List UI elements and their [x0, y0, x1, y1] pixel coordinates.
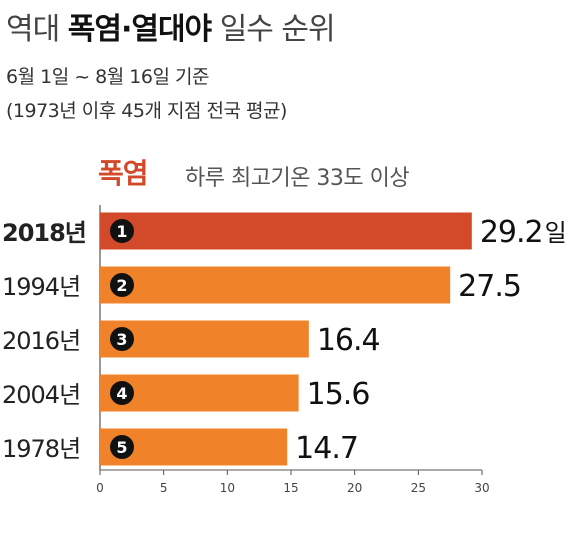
- value-label: 29.2: [480, 215, 543, 250]
- bar: [100, 212, 472, 250]
- rank-number: 2: [116, 276, 127, 295]
- category-label: 1978년: [2, 435, 80, 463]
- rank-number: 4: [116, 384, 127, 403]
- section-title: 폭염: [98, 157, 149, 190]
- x-tick-label: 20: [347, 481, 362, 495]
- rank-badge: [110, 381, 134, 405]
- category-label: 2016년: [2, 327, 80, 355]
- rank-badge: [110, 327, 134, 351]
- value-label: 27.5: [458, 269, 521, 304]
- x-tick-label: 10: [220, 481, 235, 495]
- bar: [100, 320, 309, 358]
- title-prefix: 역대: [6, 12, 68, 47]
- x-tick-label: 25: [411, 481, 426, 495]
- chart-title: 역대 폭염·열대야 일수 순위: [6, 4, 336, 48]
- title-bold: 폭염·열대야: [67, 12, 212, 47]
- rank-badge: [110, 219, 134, 243]
- note-text: (1973년 이후 45개 지점 전국 평균): [6, 100, 287, 122]
- rank-badge: [110, 273, 134, 297]
- section-description: 하루 최고기온 33도 이상: [185, 166, 410, 191]
- x-tick-label: 30: [474, 481, 489, 495]
- rank-number: 1: [116, 222, 127, 241]
- category-label: 2004년: [2, 381, 80, 409]
- unit-label: 일: [545, 219, 567, 247]
- value-label: 14.7: [295, 431, 358, 466]
- x-tick-label: 0: [96, 481, 104, 495]
- period-text: 6월 1일 ~ 8월 16일 기준: [6, 66, 209, 88]
- x-tick-label: 15: [283, 481, 298, 495]
- rank-number: 5: [116, 438, 127, 457]
- rank-badge: [110, 435, 134, 459]
- rank-number: 3: [116, 330, 127, 349]
- category-label: 1994년: [2, 273, 80, 301]
- value-label: 16.4: [317, 323, 380, 358]
- bar: [100, 266, 451, 304]
- x-tick-label: 5: [160, 481, 168, 495]
- value-label: 15.6: [307, 377, 370, 412]
- title-suffix: 일수 순위: [211, 12, 336, 47]
- category-label: 2018년: [2, 219, 86, 247]
